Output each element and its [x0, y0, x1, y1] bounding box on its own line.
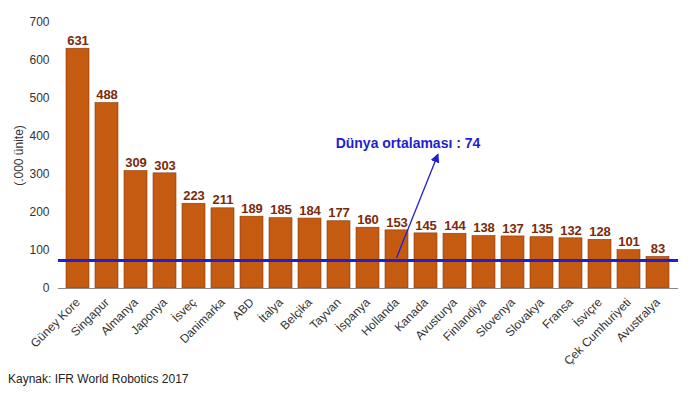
svg-text:200: 200	[29, 205, 49, 219]
svg-text:137: 137	[502, 221, 524, 236]
svg-text:211: 211	[213, 192, 234, 207]
svg-text:189: 189	[241, 201, 263, 216]
svg-text:ABD: ABD	[229, 295, 257, 323]
svg-text:138: 138	[473, 220, 495, 235]
svg-text:Slovakya: Slovakya	[502, 295, 547, 340]
svg-text:83: 83	[651, 241, 665, 256]
svg-text:İtalya: İtalya	[255, 295, 286, 326]
svg-text:Tayvan: Tayvan	[307, 295, 344, 333]
svg-text:160: 160	[357, 212, 379, 227]
svg-text:135: 135	[531, 221, 553, 236]
svg-text:İsveç: İsveç	[169, 295, 199, 325]
svg-text:Avustralya: Avustralya	[613, 295, 663, 345]
svg-text:300: 300	[29, 167, 49, 181]
svg-text:Almanya: Almanya	[97, 295, 141, 339]
svg-text:Dünya ortalaması : 74: Dünya ortalaması : 74	[336, 135, 481, 151]
svg-text:Danimarka: Danimarka	[177, 295, 228, 346]
html-text:Kaynak: IFR World Robotics 201: Kaynak: IFR World Robotics 2017	[8, 372, 189, 386]
svg-text:Güney Kore: Güney Kore	[27, 295, 83, 351]
svg-text:Fransa: Fransa	[540, 295, 577, 332]
svg-text:631: 631	[67, 33, 89, 48]
svg-text:Kanada: Kanada	[391, 295, 431, 335]
svg-text:Finlandiya: Finlandiya	[440, 295, 489, 344]
svg-text:(.000 ünite): (.000 ünite)	[12, 125, 26, 186]
svg-text:184: 184	[299, 203, 321, 218]
svg-text:185: 185	[270, 202, 292, 217]
svg-text:400: 400	[29, 129, 49, 143]
svg-text:Hollanda: Hollanda	[358, 295, 402, 339]
svg-text:Belçika: Belçika	[278, 295, 315, 332]
svg-text:600: 600	[29, 53, 49, 67]
svg-text:0: 0	[43, 281, 50, 295]
svg-text:223: 223	[183, 188, 205, 203]
svg-text:İspanya: İspanya	[333, 295, 373, 335]
svg-text:145: 145	[415, 218, 437, 233]
svg-text:303: 303	[154, 158, 176, 173]
svg-text:Japonya: Japonya	[128, 295, 170, 337]
svg-text:Avusturya: Avusturya	[412, 295, 460, 343]
svg-text:177: 177	[328, 205, 350, 220]
svg-text:100: 100	[29, 243, 49, 257]
svg-text:Slovenya: Slovenya	[473, 295, 518, 341]
svg-text:144: 144	[444, 218, 466, 233]
svg-text:128: 128	[589, 224, 611, 239]
svg-text:İsviçre: İsviçre	[570, 295, 605, 330]
svg-text:153: 153	[386, 215, 408, 230]
svg-text:Çek Cumhuriyeti: Çek Cumhuriyeti	[561, 295, 634, 368]
svg-text:488: 488	[96, 87, 118, 102]
svg-text:Singapur: Singapur	[68, 295, 112, 340]
svg-text:101: 101	[618, 234, 640, 249]
svg-text:500: 500	[29, 91, 49, 105]
svg-text:700: 700	[29, 15, 49, 29]
svg-text:132: 132	[560, 223, 582, 238]
svg-text:309: 309	[125, 155, 147, 170]
